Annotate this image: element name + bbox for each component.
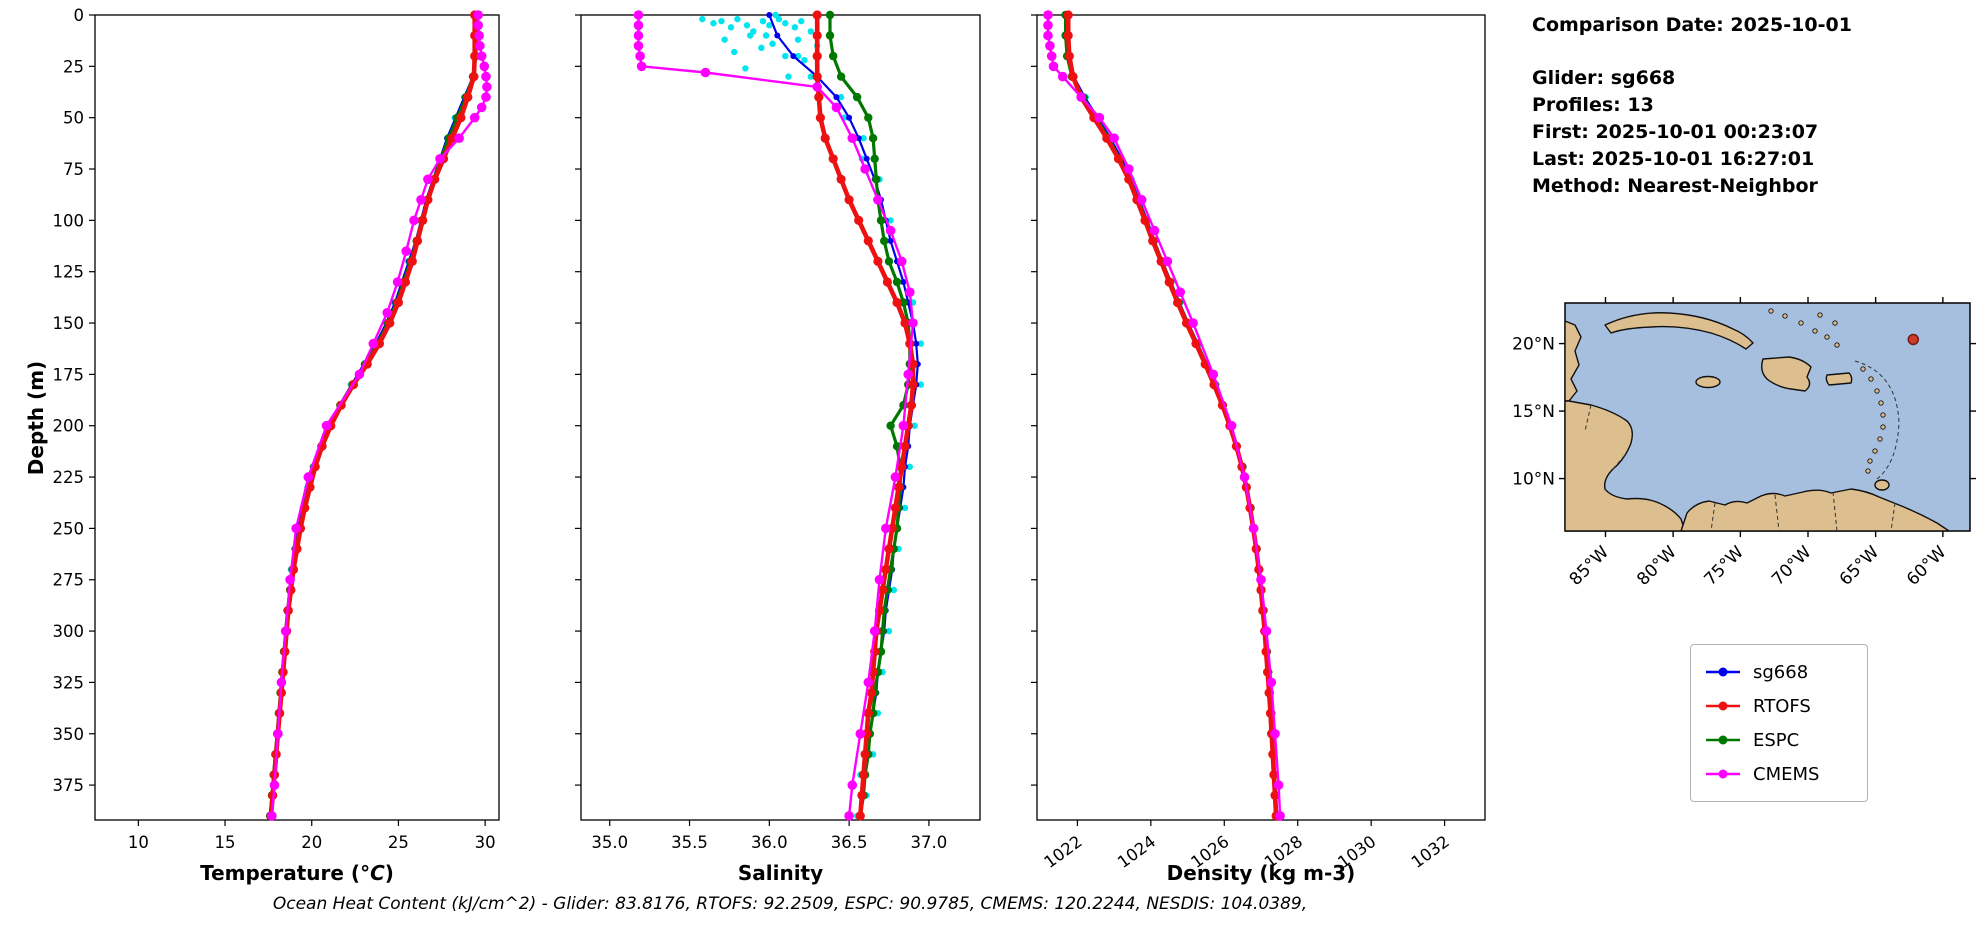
x-tick-label: 36.0: [751, 833, 788, 852]
trinidad-island: [1874, 479, 1890, 491]
legend-label: RTOFS: [1753, 695, 1811, 717]
caribbean-map: 20°N 15°N 10°N 85°W 80°W 75°W 70°W 65°W 60°W: [1512, 297, 1976, 590]
hispaniola-island: [1760, 356, 1812, 392]
x-axis-title: Temperature (°C): [200, 861, 394, 885]
temperature-chart: 10 15 20 25 30 0 25 50 75 100 125 150 175 200 225 250 27…: [53, 6, 500, 885]
y-tick-label: 375: [53, 776, 85, 795]
x-tick-label: 20: [301, 833, 322, 852]
map-lon-label: 65°W: [1836, 542, 1883, 589]
map-lon-label: 75°W: [1701, 542, 1748, 589]
ohc-footer: Ocean Heat Content (kJ/cm^2) - Glider: 8…: [272, 894, 1308, 914]
y-tick-label: 300: [53, 622, 85, 641]
y-axis-label: Depth (m): [24, 360, 48, 476]
profiles-text: Profiles: 13: [1532, 94, 1654, 116]
south-america: [1680, 488, 1950, 532]
salinity-chart: 35.0 35.5 36.0 36.5 37.0 Salinity: [575, 10, 981, 885]
last-text: Last: 2025-10-01 16:27:01: [1532, 148, 1815, 170]
legend: sg668 RTOFS ESPC CMEMS: [1690, 644, 1868, 802]
y-tick-label: 50: [63, 109, 84, 128]
legend-swatch-cmems: [1706, 769, 1740, 779]
y-tick-label: 25: [63, 57, 84, 76]
y-tick-label: 225: [53, 468, 85, 487]
map-lon-label: 70°W: [1768, 542, 1815, 589]
y-tick-label: 175: [53, 365, 85, 384]
y-tick-label: 0: [74, 6, 85, 25]
x-tick-label: 37.0: [911, 833, 948, 852]
x-tick-label: 25: [388, 833, 409, 852]
location-map: 20°N 15°N 10°N 85°W 80°W 75°W 70°W 65°W 60°W: [1512, 297, 1976, 590]
central-america: [1564, 400, 1686, 532]
legend-label: ESPC: [1753, 729, 1800, 751]
method-text: Method: Nearest-Neighbor: [1532, 175, 1818, 197]
jamaica-island: [1695, 375, 1721, 389]
x-axis-title: Salinity: [738, 861, 823, 885]
map-ocean: [1564, 302, 1971, 532]
y-tick-label: 325: [53, 673, 85, 692]
legend-item-cmems: CMEMS: [1705, 757, 1853, 791]
first-text: First: 2025-10-01 00:23:07: [1532, 121, 1819, 143]
y-tick-label: 350: [53, 725, 85, 744]
x-tick-label: 35.5: [671, 833, 708, 852]
y-tick-label: 200: [53, 417, 85, 436]
map-lon-label: 85°W: [1566, 542, 1613, 589]
lesser-antilles-islands: [1768, 308, 1886, 474]
x-axis-title: Density (kg m-3): [1167, 861, 1356, 885]
comparison-date-text: Comparison Date: 2025-10-01: [1532, 14, 1852, 36]
country-borders: [1584, 360, 1900, 532]
info-panel: Comparison Date: 2025-10-01 Glider: sg66…: [1532, 12, 1972, 200]
x-tick-label: 1024: [1114, 832, 1159, 872]
x-tick-label: 36.5: [831, 833, 868, 852]
x-tick-label: 35.0: [591, 833, 628, 852]
legend-item-sg668: sg668: [1705, 655, 1853, 689]
glider-location-marker: [1907, 333, 1920, 346]
map-lat-label: 10°N: [1512, 470, 1555, 490]
legend-swatch-espc: [1706, 735, 1740, 745]
glider-text: Glider: sg668: [1532, 67, 1676, 89]
x-tick-label: 1022: [1041, 832, 1086, 872]
map-lat-label: 15°N: [1512, 402, 1555, 422]
y-tick-label: 150: [53, 314, 85, 333]
legend-swatch-sg668: [1706, 667, 1740, 677]
density-chart: 1022 1024 1026 1028 1030 1032 Density (kg m-3): [1031, 10, 1486, 885]
x-tick-label: 30: [475, 833, 496, 852]
x-tick-label: 1032: [1408, 832, 1453, 872]
cuba-island: [1604, 312, 1754, 350]
legend-swatch-rtofs: [1706, 701, 1740, 711]
y-tick-label: 125: [53, 263, 85, 282]
puerto-rico-island: [1825, 372, 1853, 386]
x-tick-label: 15: [215, 833, 236, 852]
legend-label: sg668: [1753, 661, 1809, 683]
x-tick-label: 10: [128, 833, 149, 852]
legend-label: CMEMS: [1753, 763, 1820, 785]
map-lon-label: 60°W: [1903, 542, 1950, 589]
y-tick-label: 75: [63, 160, 84, 179]
map-lat-label: 20°N: [1512, 335, 1555, 355]
map-lon-label: 80°W: [1633, 542, 1680, 589]
info-gap: [1532, 39, 1972, 65]
salinity-plot: 35.0 35.5 36.0 36.5 37.0 Salinity: [575, 10, 981, 885]
y-tick-label: 250: [53, 519, 85, 538]
legend-item-rtofs: RTOFS: [1705, 689, 1853, 723]
legend-item-espc: ESPC: [1705, 723, 1853, 757]
y-tick-label: 275: [53, 571, 85, 590]
temperature-plot: 10 15 20 25 30025507510012515017520022525027…: [53, 6, 500, 885]
y-tick-label: 100: [53, 211, 85, 230]
